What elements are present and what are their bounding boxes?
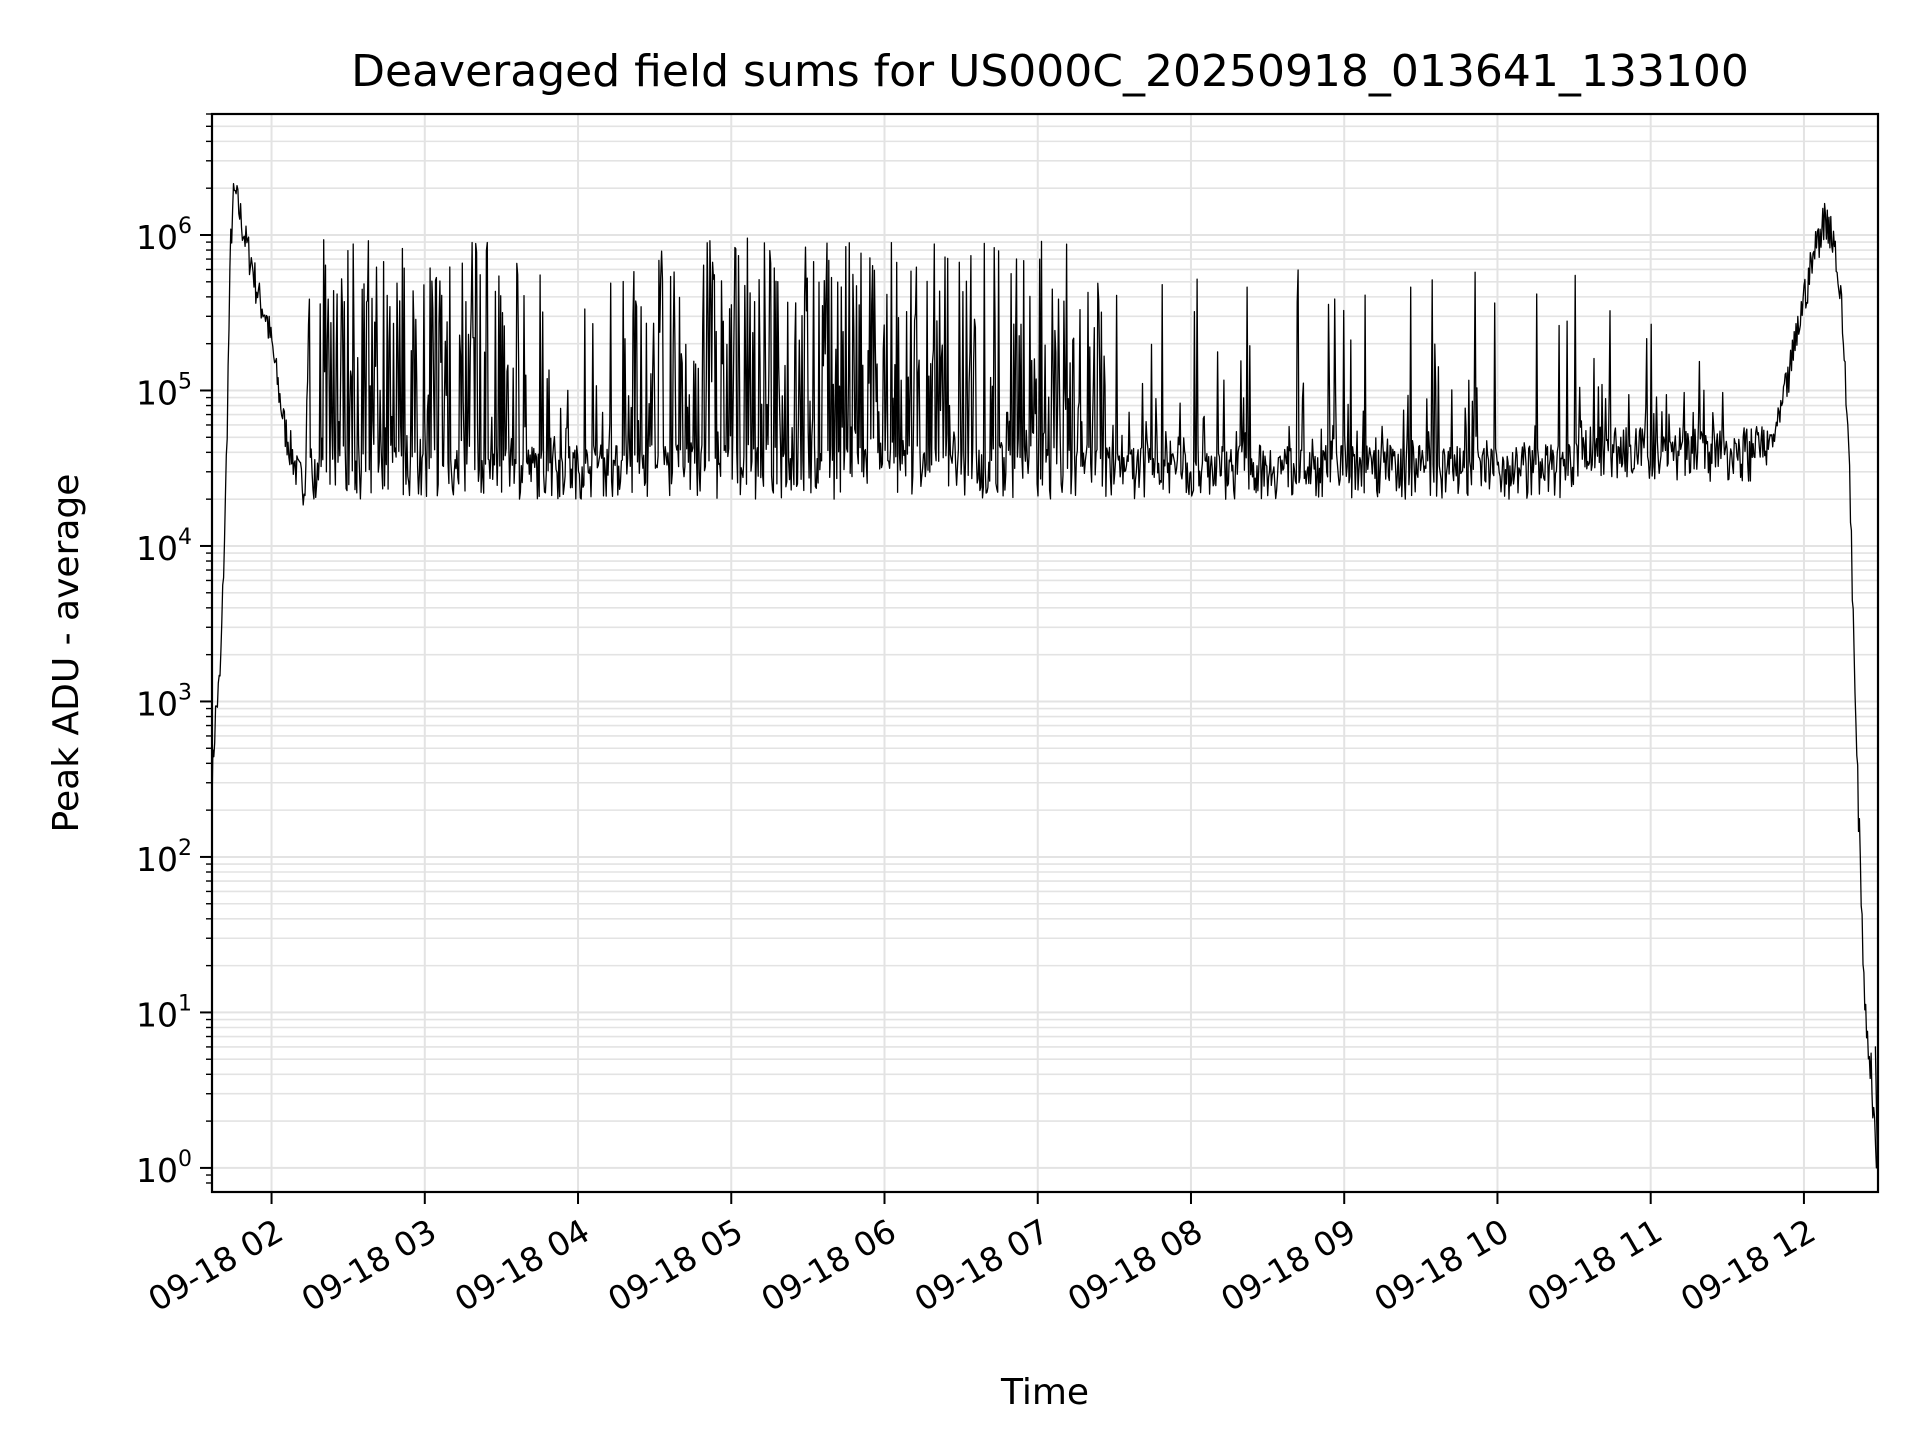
y-tick-label: 101 xyxy=(136,991,192,1034)
y-tick-label: 104 xyxy=(136,525,192,568)
data-series-line xyxy=(211,182,1879,1188)
y-axis-label: Peak ADU - average xyxy=(46,474,87,833)
y-tick-label: 103 xyxy=(136,680,192,723)
y-tick-label: 106 xyxy=(136,214,192,257)
x-axis-label: Time xyxy=(1000,1372,1089,1413)
plot-area-frame xyxy=(210,112,1880,1194)
chart-title: Deaveraged field sums for US000C_2025091… xyxy=(351,46,1749,97)
series-path xyxy=(211,182,1879,1188)
grid xyxy=(212,113,1878,1192)
y-tick-label: 100 xyxy=(136,1147,192,1190)
y-tick-label: 102 xyxy=(136,836,192,879)
y-tick-label: 105 xyxy=(136,369,192,412)
y-axis: 100 101 102 103 104 105 106 xyxy=(136,113,212,1190)
